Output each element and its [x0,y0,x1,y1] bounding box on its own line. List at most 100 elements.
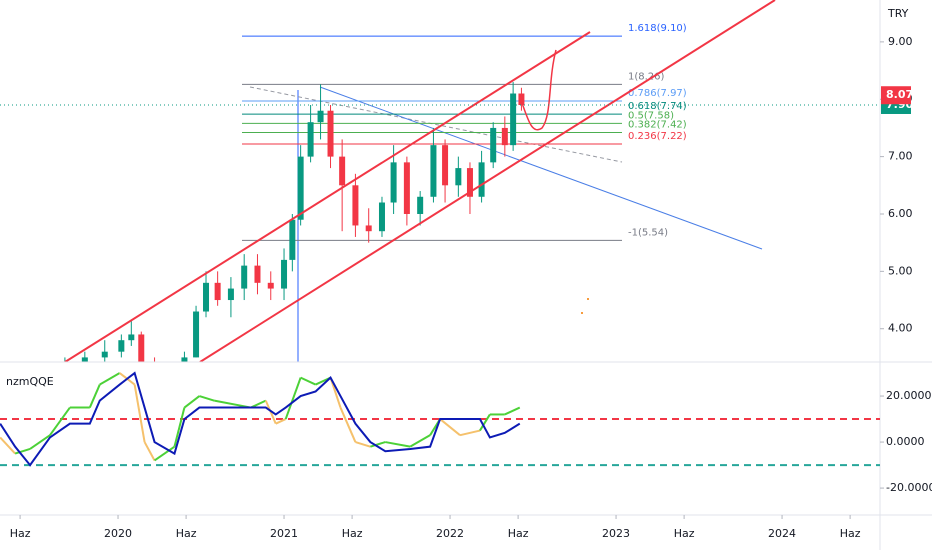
x-tick-label: Haz [342,527,363,540]
fib-label: 0.236(7.22) [628,131,687,142]
fast-line-segment [14,448,31,455]
slow-line [0,371,521,467]
price-label-box [881,86,911,105]
candle-body [281,259,288,289]
fast-line-segment [173,407,186,447]
y-tick-label: 4.00 [888,322,913,335]
fib-label: -1(5.54) [628,227,668,238]
fast-line-segment [143,441,156,461]
fib-label: 1(8.26) [628,71,665,82]
indicator-pane [0,371,880,467]
candle-body [518,93,525,105]
fib-label: 1.618(9.10) [628,23,687,34]
candle-body [455,168,462,186]
fast-line-segment [339,407,357,443]
candle-body [267,282,274,289]
x-tick-label: 2022 [436,527,464,540]
fib-label: 0.618(7.74) [628,101,687,112]
candle-body [128,334,135,341]
fast-line-segment [214,399,252,409]
candle-body [317,110,324,123]
candle-body [442,145,449,186]
x-tick-label: Haz [674,527,695,540]
fast-line-segment [153,445,176,462]
fast-line-segment [99,372,121,386]
fast-line-segment [88,384,101,408]
x-tick-label: 2020 [104,527,132,540]
candle-body [378,202,385,232]
candle-body [101,351,108,358]
candle-body [466,168,473,197]
y-tick-label: 6.00 [888,207,913,220]
indicator-tick-label: 0.0000 [886,435,925,448]
indicator-title: nzmQQE [6,375,54,388]
candle-body [430,145,437,197]
channel-lower [199,0,776,362]
x-tick-label: 2024 [768,527,796,540]
fast-line-segment [504,406,521,416]
candle-body [138,334,145,362]
candle-body [203,282,210,312]
x-tick-label: Haz [840,527,861,540]
fib-label: 0.786(7.97) [628,88,687,99]
fast-line-segment [385,441,411,448]
candle-body [81,357,88,362]
fast-line-segment [409,434,431,448]
price-pane: 1.618(9.10) 1(8.26) 0.786(7.97) 0.618(7.74)… [242,23,763,362]
fast-line-segment [355,441,371,448]
candle-body [490,127,497,163]
x-tick-label: Haz [176,527,197,540]
y-tick-label: 5.00 [888,264,913,277]
x-tick-label: 2021 [270,527,298,540]
fast-line-segment [275,418,287,425]
drawings [64,0,776,362]
fast-line-segment [49,406,71,436]
fast-line-segment [479,413,491,432]
candle-body [365,225,372,232]
fast-line-segment [199,395,215,402]
indicator-tick-label: 20.0000 [886,389,932,402]
x-tick-label: 2023 [602,527,630,540]
currency: TRY [887,7,909,20]
candle-body [214,282,221,301]
fast-line-segment [183,395,200,409]
candle-body [254,265,261,283]
dashed-trend [249,86,623,163]
x-tick-label: Haz [508,527,529,540]
candle-body [327,110,334,157]
indicator-tick-label: -20.0000 [886,481,932,494]
candle-body [339,156,346,186]
dot [587,298,589,300]
fast-line-segment [250,399,267,409]
candles [64,82,525,362]
candle-body [390,162,397,203]
fib-label: 0.382(7.42) [628,120,687,131]
fast-line-segment [300,376,316,386]
dot [581,312,583,314]
candle-body [227,288,234,301]
y-tick-label: 9.00 [888,35,913,48]
candle-body [510,93,517,146]
x-tick-label: Haz [10,527,31,540]
fast-line-segment [439,418,461,436]
fast-line-segment [459,429,481,437]
candle-body [307,122,314,157]
fast-line-segment [29,434,51,450]
fast-line-segment [133,384,146,443]
candle-body [501,127,508,146]
y-tick-label: 7.00 [888,150,913,163]
fib-label: 0.5(7.58) [628,110,674,121]
candle-body [118,340,125,352]
fast-line-segment [370,441,386,448]
projection-curve [520,49,557,131]
fast-line-segment [0,436,16,455]
candle-body [352,185,359,226]
candle-body [181,357,188,362]
price-label: 8.07 [886,88,913,101]
candle-body [417,196,424,214]
candle-body [403,162,410,214]
candle-body [289,219,296,260]
channel-upper [64,31,591,362]
